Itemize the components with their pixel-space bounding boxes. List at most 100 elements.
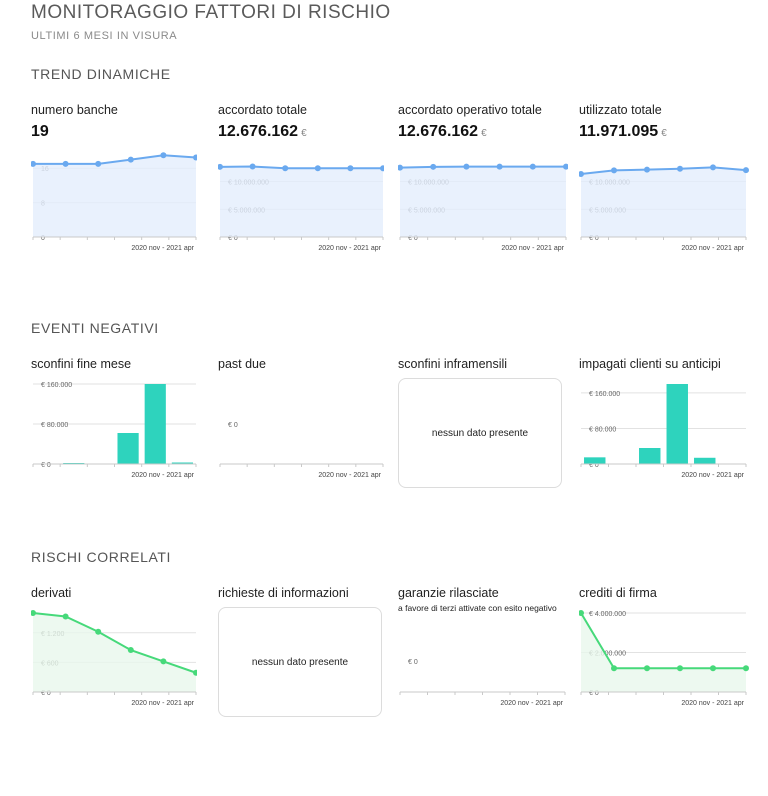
series-line [219, 165, 384, 170]
data-point [314, 165, 321, 172]
data-point [563, 163, 568, 170]
data-point [282, 165, 289, 172]
period-label: 2020 nov - 2021 apr [500, 700, 563, 707]
card-value: 19 [31, 123, 49, 140]
card-accordato-totale[interactable]: accordato totale 12.676.162€ € 0€ 5.000.… [218, 103, 384, 263]
card-numero-banche[interactable]: numero banche 19 08162020 nov - 2021 apr [31, 103, 197, 263]
data-point [160, 152, 167, 159]
data-point [31, 160, 36, 167]
period-label: 2020 nov - 2021 apr [131, 472, 194, 479]
area-fill [400, 166, 566, 237]
data-point [611, 167, 617, 174]
y-tick-label: € 0 [408, 235, 418, 242]
period-label: 2020 nov - 2021 apr [681, 700, 744, 707]
section-title-trend: TREND DINAMICHE [31, 66, 171, 82]
card-sconfini-inframensili[interactable]: sconfini inframensili nessun dato presen… [398, 357, 564, 517]
card-utilizzato-totale[interactable]: utilizzato totale 11.971.095€ € 0€ 5.000… [579, 103, 749, 263]
page-subtitle: ULTIMI 6 MESI IN VISURA [31, 30, 178, 42]
card-label: richieste di informazioni [218, 586, 349, 600]
numero-banche-chart: 08162020 nov - 2021 apr [31, 152, 197, 252]
section-title-eventi: EVENTI NEGATIVI [31, 320, 159, 336]
period-label: 2020 nov - 2021 apr [501, 245, 564, 252]
period-label: 2020 nov - 2021 apr [318, 245, 381, 252]
area-fill [220, 166, 383, 237]
period-label: 2020 nov - 2021 apr [131, 700, 194, 707]
data-point [127, 156, 134, 163]
data-point [31, 610, 36, 616]
data-point [95, 628, 102, 635]
data-point [529, 163, 536, 170]
card-label: impagati clienti su anticipi [579, 357, 721, 371]
bar [694, 457, 716, 464]
series-line [580, 612, 746, 670]
card-label: accordato totale [218, 103, 307, 117]
card-garanzie-rilasciate[interactable]: garanzie rilasciate a favore di terzi at… [398, 586, 566, 746]
data-point [347, 165, 354, 172]
card-label: past due [218, 357, 266, 371]
data-point [249, 163, 256, 170]
data-point [677, 165, 683, 172]
card-value: 12.676.162 € [218, 123, 307, 140]
bar [117, 433, 139, 464]
y-tick-label: € 80.000 [41, 422, 68, 429]
period-label: 2020 nov - 2021 apr [318, 472, 381, 479]
card-label: derivati [31, 586, 72, 600]
y-tick-label: € 0 [228, 422, 238, 429]
data-point [579, 171, 584, 178]
period-label: 2020 nov - 2021 apr [131, 245, 194, 252]
y-tick-label: € 160.000 [41, 382, 72, 389]
data-point [193, 669, 197, 676]
data-point [398, 164, 403, 171]
past-due-chart: € 0 2020 nov - 2021 apr [219, 422, 384, 479]
area-fill [581, 167, 746, 237]
series-line [33, 154, 197, 165]
series-line [399, 165, 566, 169]
card-sconfini-fine-mese[interactable]: sconfini fine mese € 0 € 80.000 € 160.000 2… [31, 357, 197, 517]
card-crediti-di-firma[interactable]: crediti di firma € 0 € 2.000.000 € 4.000.0… [579, 586, 749, 746]
card-label: crediti di firma [579, 586, 657, 600]
card-value: 12.676.162 € [398, 123, 487, 140]
no-data-box: nessun dato presente [218, 607, 382, 717]
data-point [62, 160, 69, 167]
data-point [127, 647, 134, 654]
bar [584, 457, 606, 464]
y-tick-label: € 0 [41, 462, 51, 469]
data-point [710, 164, 716, 171]
section-title-rischi: RISCHI CORRELATI [31, 549, 172, 565]
derivati-chart: € 0€ 600€ 1.2002020 nov - 2021 apr [31, 610, 197, 707]
card-label: numero banche [31, 103, 118, 117]
card-label: sconfini fine mese [31, 357, 132, 371]
bar [639, 448, 661, 464]
data-point [710, 665, 716, 672]
data-point [463, 163, 470, 170]
card-impagati-clienti-su-anticipi[interactable]: impagati clienti su anticipi € 0 € 80.000… [579, 357, 747, 517]
y-tick-label: € 0 [589, 690, 599, 697]
sconfini-fine-mese-chart: € 0 € 80.000 € 160.000 2020 nov - 2021 apr [32, 382, 197, 479]
impagati-clienti-su-anticipi-chart: € 0 € 80.000 € 160.000 2020 nov - 2021 apr [580, 384, 747, 479]
y-tick-label: € 2.000.000 [589, 651, 626, 658]
card-label: garanzie rilasciate [398, 586, 499, 600]
y-tick-label: € 160.000 [589, 391, 620, 398]
no-data-box: nessun dato presente [398, 378, 562, 488]
y-tick-label: € 4.000.000 [589, 611, 626, 618]
card-accordato-operativo-totale[interactable]: accordato operativo totale 12.676.162 € €… [398, 103, 568, 263]
period-label: 2020 nov - 2021 apr [681, 472, 744, 479]
data-point [95, 160, 102, 167]
data-point [611, 665, 617, 672]
card-value: 11.971.095 € [579, 123, 667, 140]
card-derivati[interactable]: derivati € 0€ 600€ 1.2002020 nov - 2021 … [31, 586, 197, 746]
card-richieste-di-informazioni[interactable]: richieste di informazioni nessun dato pr… [218, 586, 384, 746]
garanzie-rilasciate-chart: € 0 2020 nov - 2021 apr [399, 659, 566, 707]
bar [144, 384, 166, 464]
data-point [160, 658, 167, 665]
y-tick-label: 0 [41, 235, 45, 242]
y-tick-label: € 0 [589, 235, 599, 242]
y-tick-label: € 0 [589, 462, 599, 469]
card-label: sconfini inframensili [398, 357, 508, 371]
card-label: accordato operativo totale [398, 103, 542, 117]
y-tick-label: € 0 [408, 659, 418, 666]
data-point [743, 167, 749, 174]
card-past-due[interactable]: past due € 0 2020 nov - 2021 apr [218, 357, 384, 517]
